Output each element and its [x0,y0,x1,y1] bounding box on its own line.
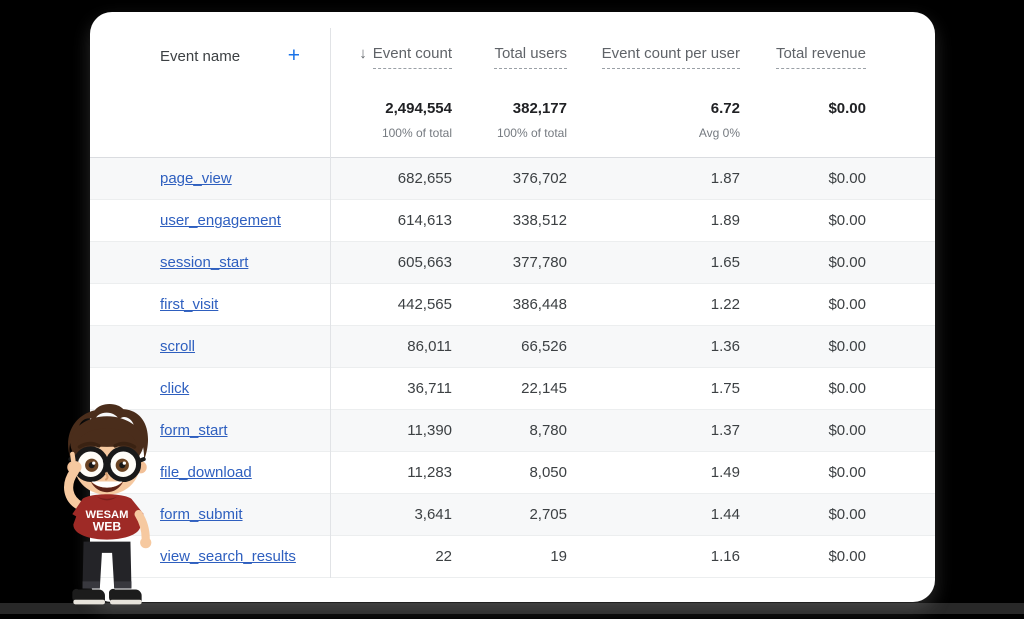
event-name-cell: view_search_results [90,548,330,565]
event-count-cell: 614,613 [397,212,452,229]
event-name-header-cell: Event name + [90,12,330,66]
event-name-cell: click [90,380,330,397]
event-name-link[interactable]: form_submit [160,506,243,523]
event-name-cell: form_submit [90,506,330,523]
table-row: file_download 11,283 8,050 1.49 $0.00 [90,452,935,494]
event-name-link[interactable]: first_visit [160,296,219,313]
analytics-events-card: Event name + ↓ Event count 2,494,554 100… [90,12,935,602]
total-revenue-header-cell: Total revenue $0.00 [740,12,866,140]
count-per-user-total: 6.72 [710,100,740,117]
event-name-cell: page_view [90,170,330,187]
count-per-user-cell: 1.36 [710,338,740,355]
total-users-cell: 66,526 [521,338,567,355]
count-per-user-cell: 1.75 [710,380,740,397]
table-row: view_search_results 22 19 1.16 $0.00 [90,536,935,578]
column-header-event-count[interactable]: Event count [372,44,452,69]
revenue-cell: $0.00 [828,548,866,565]
event-name-link[interactable]: file_download [160,464,252,481]
total-users-cell: 377,780 [512,254,567,271]
event-name-cell: first_visit [90,296,330,313]
count-per-user-cell: 1.37 [710,422,740,439]
revenue-cell: $0.00 [828,464,866,481]
event-count-total: 2,494,554 [385,100,452,117]
table-row: click 36,711 22,145 1.75 $0.00 [90,368,935,410]
total-users-total-sub: 100% of total [496,126,567,140]
column-header-total-revenue[interactable]: Total revenue [775,44,866,69]
event-name-link[interactable]: page_view [160,170,232,187]
event-name-cell: user_engagement [90,212,330,229]
event-count-cell: 682,655 [397,170,452,187]
revenue-cell: $0.00 [828,170,866,187]
total-users-total: 382,177 [512,100,567,117]
count-per-user-total-sub: Avg 0% [698,126,740,140]
total-users-cell: 8,050 [529,464,567,481]
total-users-cell: 8,780 [529,422,567,439]
revenue-cell: $0.00 [828,338,866,355]
count-per-user-cell: 1.49 [710,464,740,481]
event-count-cell: 11,283 [407,464,452,481]
event-name-link[interactable]: click [160,380,190,397]
count-per-user-cell: 1.16 [710,548,740,565]
event-count-cell: 605,663 [397,254,452,271]
event-name-link[interactable]: user_engagement [160,212,281,229]
event-name-link[interactable]: form_start [160,422,228,439]
total-users-cell: 386,448 [512,296,567,313]
add-metric-icon[interactable]: + [287,44,300,67]
event-name-cell: file_download [90,464,330,481]
event-name-cell: session_start [90,254,330,271]
event-count-cell: 22 [435,548,452,565]
event-count-cell: 36,711 [407,380,452,397]
revenue-cell: $0.00 [828,422,866,439]
card-shadow-strip [0,603,1024,614]
table-row: scroll 86,011 66,526 1.36 $0.00 [90,326,935,368]
total-revenue-total-sub [740,126,866,140]
table-row: page_view 682,655 376,702 1.87 $0.00 [90,158,935,200]
column-header-total-users[interactable]: Total users [494,44,567,69]
event-count-cell: 442,565 [397,296,452,313]
revenue-cell: $0.00 [828,296,866,313]
total-users-header-cell: Total users 382,177 100% of total [452,12,567,140]
column-header-count-per-user[interactable]: Event count per user [601,44,740,69]
total-revenue-total: $0.00 [828,100,866,117]
count-per-user-cell: 1.65 [710,254,740,271]
count-per-user-header-cell: Event count per user 6.72 Avg 0% [567,12,740,140]
total-users-cell: 2,705 [529,506,567,523]
table-row: first_visit 442,565 386,448 1.22 $0.00 [90,284,935,326]
count-per-user-cell: 1.87 [710,170,740,187]
table-header: Event name + ↓ Event count 2,494,554 100… [90,12,935,158]
event-name-cell: form_start [90,422,330,439]
revenue-cell: $0.00 [828,506,866,523]
count-per-user-cell: 1.89 [710,212,740,229]
table-row: form_submit 3,641 2,705 1.44 $0.00 [90,494,935,536]
sort-descending-icon[interactable]: ↓ [359,45,367,62]
total-users-cell: 19 [550,548,567,565]
event-count-cell: 11,390 [407,422,452,439]
table-row: session_start 605,663 377,780 1.65 $0.00 [90,242,935,284]
total-users-cell: 22,145 [521,380,567,397]
count-per-user-cell: 1.44 [710,506,740,523]
revenue-cell: $0.00 [828,212,866,229]
event-name-link[interactable]: session_start [160,254,249,271]
event-count-cell: 3,641 [414,506,452,523]
table-body: page_view 682,655 376,702 1.87 $0.00 use… [90,158,935,578]
event-name-header[interactable]: Event name [160,47,241,65]
table-row: form_start 11,390 8,780 1.37 $0.00 [90,410,935,452]
count-per-user-cell: 1.22 [710,296,740,313]
event-name-cell: scroll [90,338,330,355]
total-users-cell: 376,702 [512,170,567,187]
event-name-link[interactable]: view_search_results [160,548,296,565]
table-row: user_engagement 614,613 338,512 1.89 $0.… [90,200,935,242]
event-count-total-sub: 100% of total [381,126,452,140]
total-users-cell: 338,512 [512,212,567,229]
revenue-cell: $0.00 [828,380,866,397]
event-count-cell: 86,011 [407,338,452,355]
event-name-link[interactable]: scroll [160,338,196,355]
column-divider [330,28,331,578]
revenue-cell: $0.00 [828,254,866,271]
event-count-header-cell: ↓ Event count 2,494,554 100% of total [330,12,452,140]
